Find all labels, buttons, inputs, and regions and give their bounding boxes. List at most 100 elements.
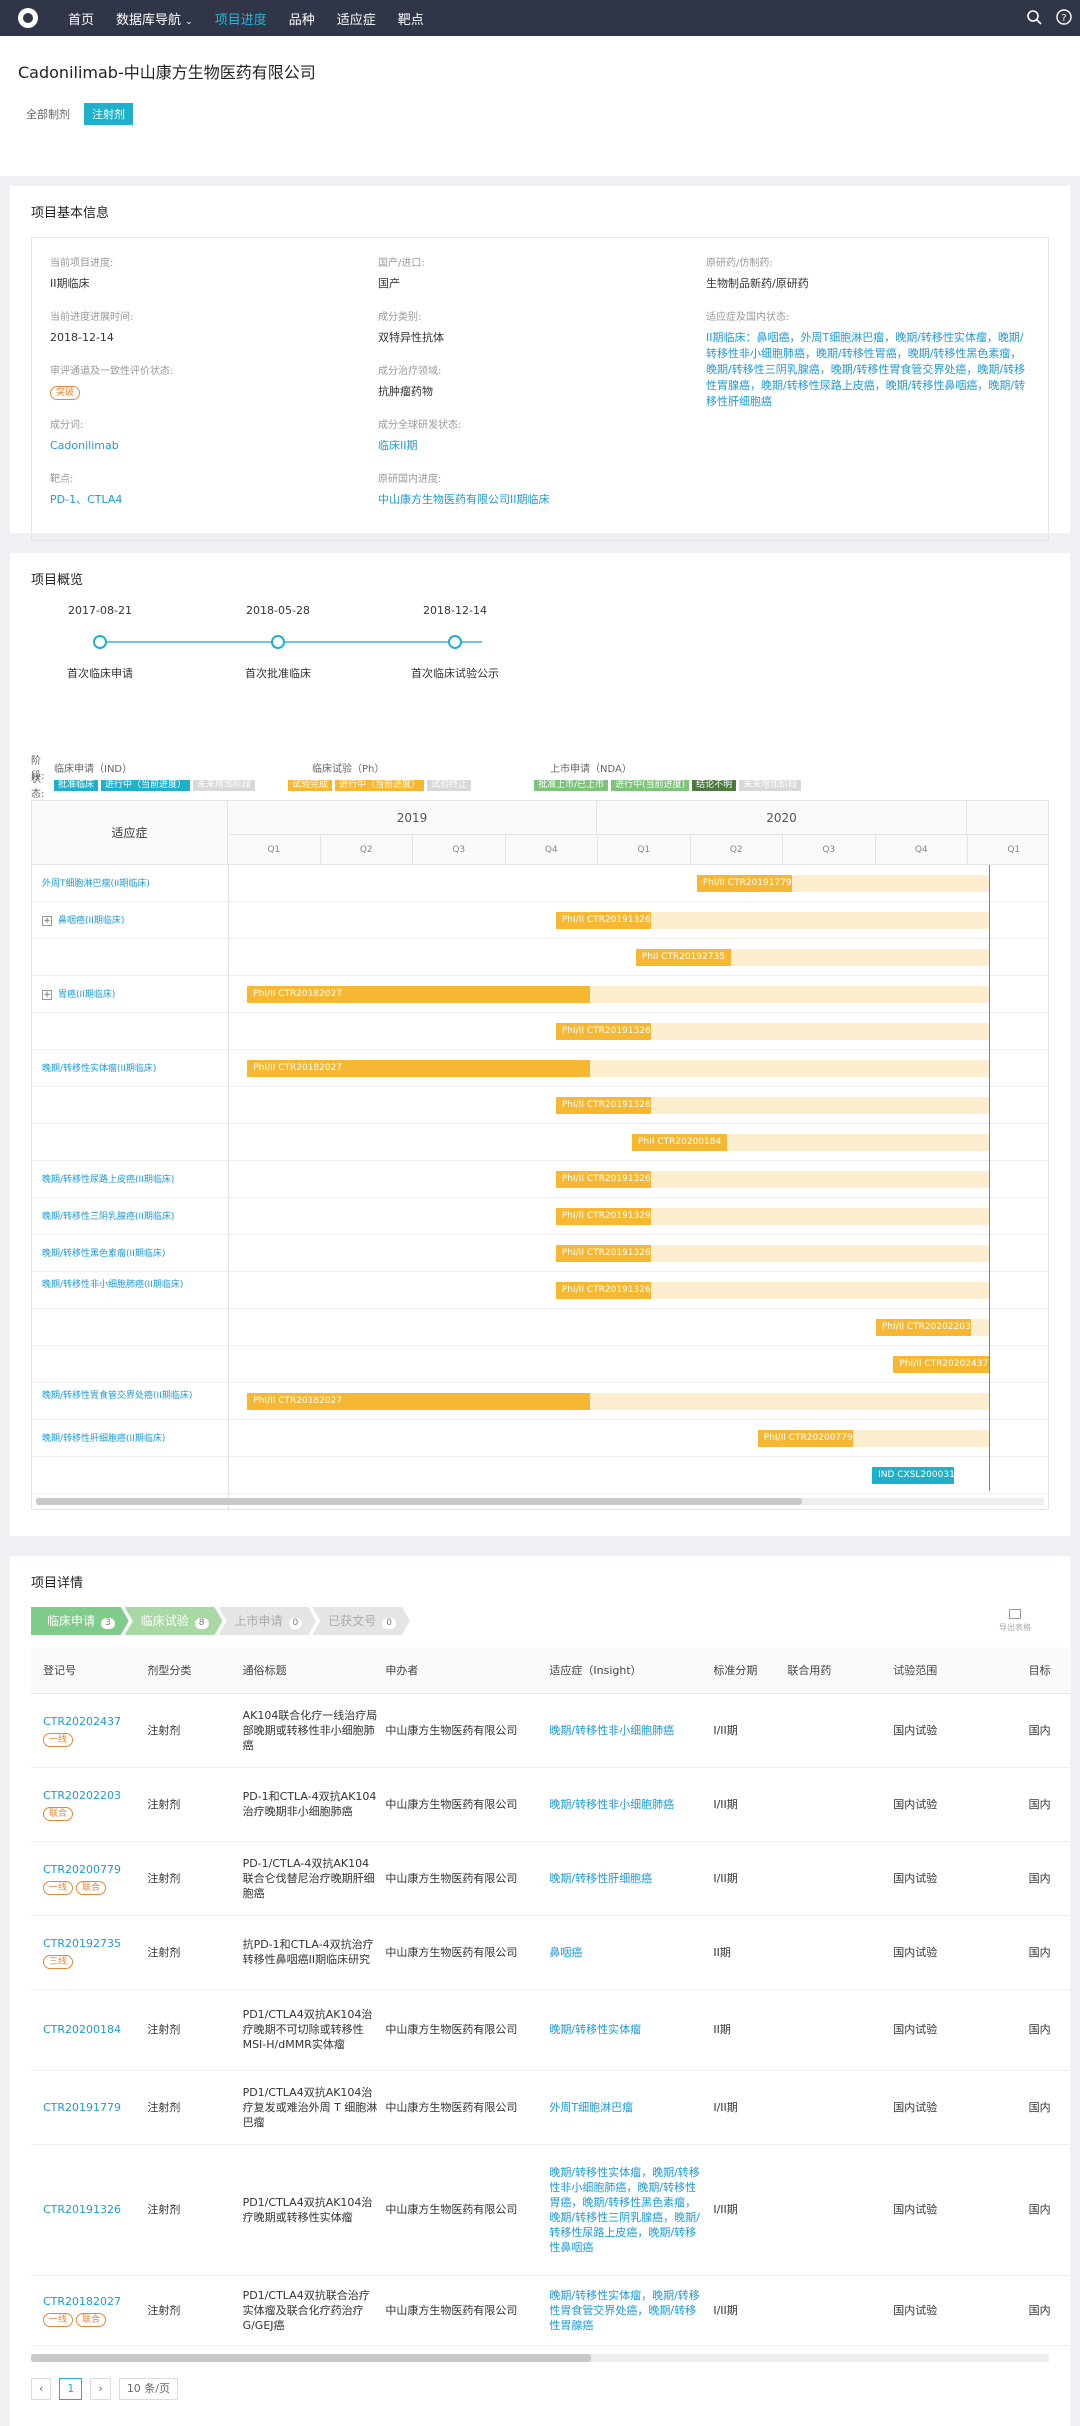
gantt-bar[interactable]: PhI/II CTR20202437 (893, 1356, 989, 1373)
trial-id-link[interactable]: CTR20191779 (43, 2100, 122, 2114)
tab-injection[interactable]: 注射剂 (84, 103, 133, 125)
gantt-row-label[interactable]: + 鼻咽癌(II期临床) (42, 916, 125, 926)
export-button[interactable]: 导出表格 (999, 1609, 1031, 1633)
gantt-row: 外周T细胞淋巴瘤(II期临床) PhI/II CTR20191779 (32, 865, 1048, 902)
trial-id-link[interactable]: CTR20191326 (43, 2203, 122, 2216)
gantt-bar[interactable]: PhI/II CTR20191326 (555, 1171, 652, 1188)
nav-target[interactable]: 靶点 (397, 12, 424, 28)
gantt-row: PhII CTR20200184 (32, 1124, 1048, 1161)
cell-indication[interactable]: 晚期/转移性非小细胞肺癌 (549, 1693, 714, 1768)
cell-title: PD1/CTLA4双抗联合治疗实体瘤及联合化疗药治疗G/GEJ癌 (242, 2275, 386, 2346)
nav-home[interactable]: 首页 (68, 12, 95, 28)
cell-form: 注射剂 (147, 1841, 243, 1916)
gantt-bar[interactable]: PhI/II CTR20191326 (555, 1023, 652, 1040)
help-icon[interactable]: ? (1056, 9, 1072, 25)
gantt-bar[interactable]: PhI/II CTR20191326 (555, 1097, 652, 1114)
gantt-bar[interactable]: PhI/II CTR20191326 (555, 912, 652, 929)
field-therapeutic-area: 成分治疗领域: 抗肿瘤药物 (378, 366, 442, 398)
today-line (989, 865, 990, 1491)
gantt-row-label[interactable]: 晚期/转移性黑色素瘤(II期临床) (42, 1249, 166, 1259)
step-nda[interactable]: 上市申请 0 (219, 1607, 317, 1635)
gantt-row-label[interactable]: 外周T细胞淋巴瘤(II期临床) (42, 879, 150, 889)
table-row[interactable]: CTR20191779 注射剂 PD1/CTLA4双抗AK104治疗复发或难治外周 … (31, 2070, 1071, 2145)
timeline-node[interactable] (271, 635, 285, 649)
gantt-bar[interactable]: PhII CTR20200184 (632, 1134, 728, 1151)
status-badge: 突破 (50, 386, 81, 400)
timeline-node[interactable] (93, 635, 107, 649)
trial-id-link[interactable]: CTR20202437 (43, 1714, 122, 1728)
logo-icon[interactable] (18, 8, 38, 28)
gantt-scrollbar[interactable] (36, 1498, 1044, 1505)
expand-icon[interactable]: + (42, 916, 52, 926)
trial-id-link[interactable]: CTR20200779 (43, 1862, 122, 1876)
nav-db[interactable]: 数据库导航 ⌄ (116, 12, 193, 28)
gantt-bar[interactable]: PhI/II CTR20191326 (555, 1245, 652, 1262)
step-approved[interactable]: 已获文号 0 (312, 1607, 410, 1635)
cell-target: 国内 (1028, 1693, 1071, 1768)
tag-badge: 一线 (43, 2312, 74, 2327)
nav-indication[interactable]: 适应症 (336, 12, 376, 28)
gantt-bar[interactable]: IND CXSL2000314 (872, 1467, 955, 1484)
cell-indication[interactable]: 晚期/转移性肝细胞癌 (549, 1841, 714, 1916)
gantt-row-label[interactable]: 晚期/转移性三阴乳腺癌(II期临床) (42, 1212, 175, 1222)
gantt-bar[interactable]: PhI/II CTR20182027 (247, 986, 591, 1003)
search-icon[interactable] (1026, 9, 1042, 25)
gantt-bar-track (555, 1245, 989, 1262)
trial-id-link[interactable]: CTR20202203 (43, 1788, 122, 1802)
cell-indication[interactable]: 外周T细胞淋巴瘤 (549, 2070, 714, 2145)
cell-form: 注射剂 (147, 1989, 243, 2071)
gantt-row-label[interactable]: 晚期/转移性尿路上皮癌(II期临床) (42, 1175, 175, 1185)
tab-all-forms[interactable]: 全部制剂 (26, 108, 70, 121)
table-row[interactable]: CTR20182027 一线 联合 注射剂 PD1/CTLA4双抗联合治疗实体瘤及联合化… (31, 2275, 1071, 2346)
page-title: Cadonilimab-中山康方生物医药有限公司 (18, 63, 316, 82)
table-row[interactable]: CTR20191326 注射剂 PD1/CTLA4双抗AK104治疗晚期或转移性实体… (31, 2144, 1071, 2276)
cell-scope: 国内试验 (893, 1767, 1029, 1842)
nav-variety[interactable]: 品种 (288, 12, 315, 28)
gantt-bar[interactable]: PhI/II CTR20202203 (875, 1319, 972, 1336)
gantt-row-label[interactable]: 晚期/转移性胃食管交界处癌(II期临床) (42, 1391, 193, 1401)
detail-title: 项目详情 (31, 1576, 84, 1591)
cell-indication[interactable]: 晚期/转移性实体瘤，晚期/转移性胃食管交界处癌，晚期/转移性胃腺癌 (549, 2275, 714, 2346)
table-row[interactable]: CTR20202437 一线 注射剂 AK104联合化疗一线治疗局部晚期或转移性非小细… (31, 1693, 1071, 1768)
timeline-line (107, 641, 482, 643)
gantt-row-label[interactable]: 晚期/转移性非小细胞肺癌(II期临床) (42, 1280, 184, 1290)
table-row[interactable]: CTR20202203 联合 注射剂 PD-1和CTLA-4双抗AK104治疗晚期非小… (31, 1767, 1071, 1842)
next-page-button[interactable]: › (90, 2377, 111, 2400)
col-header: 登记号 (31, 1647, 148, 1694)
trial-id-link[interactable]: CTR20192735 (43, 1936, 122, 1950)
cell-sponsor: 中山康方生物医药有限公司 (385, 2144, 550, 2276)
gantt-bar[interactable]: PhI/II CTR20191326 (555, 1282, 652, 1299)
cell-indication[interactable]: 晚期/转移性实体瘤，晚期/转移性非小细胞肺癌，晚期/转移性胃癌，晚期/转移性黑色… (549, 2144, 714, 2276)
timeline-node[interactable] (448, 635, 462, 649)
table-row[interactable]: CTR20192735 三线 注射剂 抗PD-1和CTLA-4双抗治疗转移性鼻咽癌II… (31, 1915, 1071, 1990)
gantt-row-label[interactable]: 晚期/转移性肝细胞癌(II期临床) (42, 1434, 166, 1444)
step-trial[interactable]: 临床试验 8 (125, 1607, 223, 1635)
gantt-bar[interactable]: PhII CTR20192735 (635, 949, 732, 966)
cell-indication[interactable]: 晚期/转移性实体瘤 (549, 1989, 714, 2071)
page-size-select[interactable]: 10 条/页 (118, 2377, 179, 2400)
trial-id-link[interactable]: CTR20182027 (43, 2294, 122, 2308)
cell-indication[interactable]: 晚期/转移性非小细胞肺癌 (549, 1767, 714, 1842)
gantt-row-label[interactable]: 晚期/转移性实体瘤(II期临床) (42, 1064, 157, 1074)
gantt-bar[interactable]: PhI/II CTR20182027 (247, 1393, 591, 1410)
gantt-quarter: Q4 (505, 835, 598, 865)
table-row[interactable]: CTR20200779 一线 联合 注射剂 PD-1/CTLA-4双抗AK104联合仑伐… (31, 1841, 1071, 1916)
gantt-bar[interactable]: PhI/II CTR20200779 (757, 1430, 854, 1447)
expand-icon[interactable]: + (42, 990, 52, 1000)
cell-indication[interactable]: 鼻咽癌 (549, 1915, 714, 1990)
table-row[interactable]: CTR20200184 注射剂 PD1/CTLA4双抗AK104治疗晚期不可切除或转… (31, 1989, 1071, 2071)
page-button[interactable]: 1 (59, 2377, 83, 2400)
gantt-bar[interactable]: PhI/II CTR20191329 (555, 1208, 652, 1225)
tag-badge: 三线 (43, 1954, 74, 1969)
gantt-bar[interactable]: PhI/II CTR20182027 (247, 1060, 591, 1077)
gantt-row-label[interactable]: + 胃癌(II期临床) (42, 990, 116, 1000)
step-ind[interactable]: 临床申请 3 (31, 1607, 129, 1635)
nav-progress[interactable]: 项目进度 (214, 12, 267, 28)
table-scrollbar[interactable] (31, 2353, 1049, 2362)
gantt-year: 2020 (597, 801, 967, 835)
page-header: Cadonilimab-中山康方生物医药有限公司 全部制剂 注射剂 (0, 36, 1080, 176)
prev-page-button[interactable]: ‹ (31, 2377, 52, 2400)
gantt-quarter: Q2 (320, 835, 413, 865)
trial-id-link[interactable]: CTR20200184 (43, 2023, 122, 2036)
gantt-bar[interactable]: PhI/II CTR20191779 (696, 875, 793, 892)
